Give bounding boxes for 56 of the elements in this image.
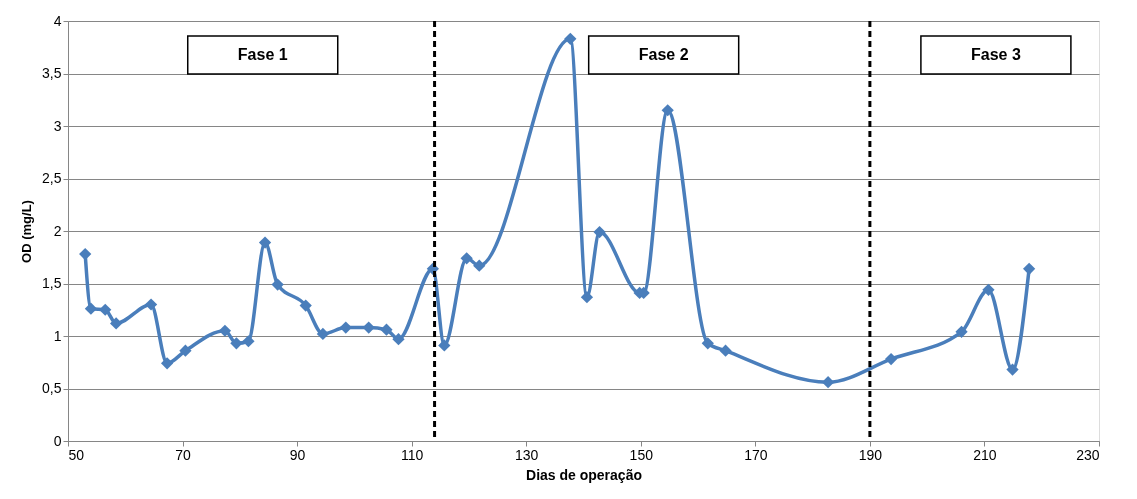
point bbox=[271, 278, 284, 291]
point bbox=[258, 236, 272, 249]
y-tick-label: 2 bbox=[53, 222, 62, 239]
point bbox=[1023, 262, 1036, 275]
point bbox=[99, 303, 112, 316]
annotation: Fase 2 bbox=[638, 46, 689, 63]
point bbox=[1006, 363, 1019, 376]
point bbox=[380, 323, 393, 336]
point bbox=[218, 324, 232, 337]
point bbox=[593, 225, 606, 239]
point bbox=[299, 299, 312, 312]
point bbox=[884, 352, 898, 366]
point bbox=[230, 337, 243, 350]
x-tick-label: 170 bbox=[744, 446, 768, 463]
x-tick-label: 70 bbox=[175, 446, 192, 463]
point bbox=[661, 104, 674, 117]
y-axis-title: OD (mg/L) bbox=[19, 200, 35, 263]
x-tick-label: 230 bbox=[1076, 446, 1100, 463]
annotation: Fase 3 bbox=[970, 46, 1021, 63]
point bbox=[460, 252, 473, 265]
y-tick-label: 1,5 bbox=[42, 275, 62, 291]
x-tick-label: 90 bbox=[289, 446, 306, 463]
point bbox=[84, 302, 98, 315]
point bbox=[701, 337, 714, 350]
point bbox=[242, 335, 255, 348]
point bbox=[109, 317, 123, 330]
y-tick-label: 3,5 bbox=[42, 65, 62, 81]
y-tick-label: 1 bbox=[53, 327, 62, 344]
point bbox=[821, 376, 835, 389]
y-tick-label: 3 bbox=[53, 117, 62, 134]
y-tick-label: 2,5 bbox=[42, 170, 62, 186]
y-tick-label: 0,5 bbox=[42, 380, 62, 396]
point bbox=[438, 339, 451, 352]
x-tick-label: 110 bbox=[401, 446, 424, 463]
point bbox=[79, 247, 92, 261]
point bbox=[144, 298, 158, 311]
point bbox=[160, 357, 174, 370]
x-tick-label: 190 bbox=[858, 446, 883, 463]
point bbox=[955, 325, 968, 338]
y-tick-label: 4 bbox=[53, 12, 62, 29]
point bbox=[339, 321, 352, 334]
point bbox=[473, 259, 486, 272]
point bbox=[580, 291, 594, 304]
x-tick-label: 50 bbox=[68, 446, 85, 463]
point bbox=[719, 344, 732, 357]
y-tick-label: 0 bbox=[53, 432, 62, 449]
point bbox=[392, 333, 405, 346]
point bbox=[179, 344, 192, 357]
point bbox=[564, 32, 577, 45]
x-tick-label: 130 bbox=[515, 446, 539, 463]
x-axis-title: Dias de operação bbox=[526, 466, 642, 483]
point bbox=[316, 327, 330, 341]
x-tick-label: 150 bbox=[629, 446, 654, 463]
point bbox=[982, 283, 995, 296]
annotation: Fase 1 bbox=[237, 46, 288, 63]
x-tick-label: 210 bbox=[973, 446, 997, 463]
